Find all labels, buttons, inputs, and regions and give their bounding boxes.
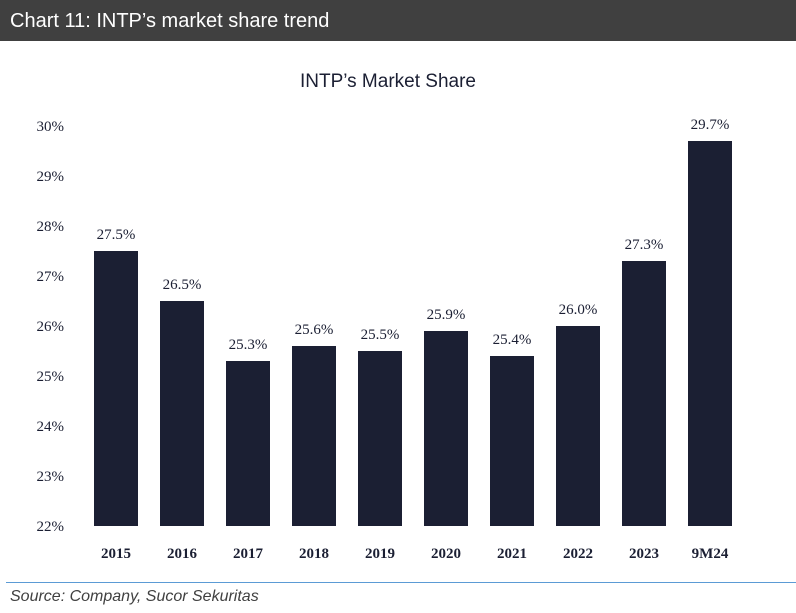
bar-2022 <box>556 326 600 526</box>
chart-header-bar: Chart 11: INTP’s market share trend <box>0 0 796 41</box>
data-label: 27.5% <box>97 227 136 243</box>
bar-2020 <box>424 331 468 526</box>
data-label: 25.5% <box>361 327 400 343</box>
y-tick-label: 25% <box>37 369 65 385</box>
x-tick-label: 2022 <box>563 546 593 562</box>
bar-2021 <box>490 356 534 526</box>
bar-2017 <box>226 361 270 526</box>
data-label: 26.5% <box>163 277 202 293</box>
source-note: Source: Company, Sucor Sekuritas <box>10 588 259 605</box>
bar-2018 <box>292 346 336 526</box>
x-tick-label: 2019 <box>365 546 395 562</box>
x-tick-label: 9M24 <box>692 546 729 562</box>
y-tick-label: 28% <box>37 219 65 235</box>
x-tick-label: 2015 <box>101 546 131 562</box>
data-label: 25.4% <box>493 332 532 348</box>
data-label: 25.3% <box>229 337 268 353</box>
bar-2016 <box>160 301 204 526</box>
chart-title: INTP’s Market Share <box>300 71 476 92</box>
bar-chart: INTP’s Market Share 22% 23% 24% 25% 26% 27% 28… <box>37 71 732 562</box>
bar-2015 <box>94 251 138 526</box>
y-tick-label: 29% <box>37 169 65 185</box>
data-label: 27.3% <box>625 237 664 253</box>
x-tick-label: 2020 <box>431 546 461 562</box>
y-tick-label: 22% <box>37 519 65 535</box>
bar-9M24 <box>688 141 732 526</box>
y-tick-label: 24% <box>37 419 65 435</box>
bar-2023 <box>622 261 666 526</box>
x-tick-label: 2017 <box>233 546 264 562</box>
y-tick-label: 23% <box>37 469 65 485</box>
x-tick-label: 2021 <box>497 546 527 562</box>
x-tick-label: 2018 <box>299 546 329 562</box>
x-tick-label: 2023 <box>629 546 659 562</box>
x-tick-label: 2016 <box>167 546 198 562</box>
x-axis-tick-labels: 2015 2016 2017 2018 2019 2020 2021 2022 2023 9M24 <box>101 546 729 562</box>
data-label: 25.6% <box>295 322 334 338</box>
y-axis-tick-labels: 22% 23% 24% 25% 26% 27% 28% 29% 30% <box>37 119 65 535</box>
y-tick-label: 26% <box>37 319 65 335</box>
data-label: 26.0% <box>559 302 598 318</box>
chart-header-title: Chart 11: INTP’s market share trend <box>10 10 330 32</box>
bars-group <box>94 141 732 526</box>
data-labels-group: 27.5% 26.5% 25.3% 25.6% 25.5% 25.9% 25.4% 26.0%… <box>97 117 730 353</box>
bar-2019 <box>358 351 402 526</box>
y-tick-label: 27% <box>37 269 65 285</box>
footer-divider <box>6 582 796 583</box>
y-tick-label: 30% <box>37 119 65 135</box>
data-label: 29.7% <box>691 117 730 133</box>
data-label: 25.9% <box>427 307 466 323</box>
